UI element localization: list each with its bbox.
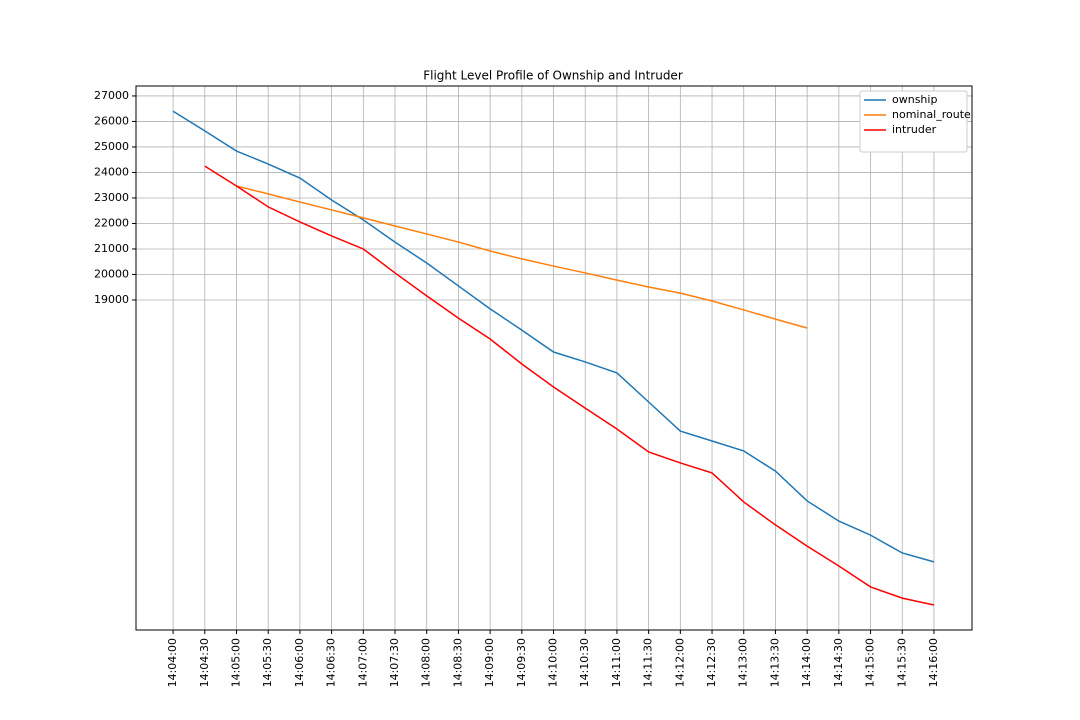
- plot-frame: [135, 85, 973, 631]
- y-tick-label: 27000: [94, 89, 129, 102]
- x-tick-label: 14:10:00: [547, 638, 560, 687]
- y-tick-label: 22000: [94, 216, 129, 229]
- x-tick-label: 14:06:00: [293, 638, 306, 687]
- x-tick-label: 14:04:30: [198, 638, 211, 687]
- x-tick-label: 14:09:00: [483, 638, 496, 687]
- x-tick-label: 14:13:30: [768, 638, 781, 687]
- x-tick-label: 14:12:00: [673, 638, 686, 687]
- y-tick-label: 23000: [94, 191, 129, 204]
- y-tick-label: 19000: [94, 293, 129, 306]
- x-tick-label: 14:05:30: [261, 638, 274, 687]
- x-tick-label: 14:14:30: [832, 638, 845, 687]
- x-tick-label: 14:06:30: [325, 638, 338, 687]
- x-tick-label: 14:14:00: [800, 638, 813, 687]
- y-tick-label: 21000: [94, 242, 129, 255]
- x-tick-label: 14:15:30: [895, 638, 908, 687]
- x-tick-label: 14:07:00: [356, 638, 369, 687]
- x-tick-label: 14:04:00: [166, 638, 179, 687]
- x-tick-label: 14:11:30: [642, 638, 655, 687]
- legend-label: nominal_route: [892, 108, 971, 121]
- x-tick-label: 14:08:00: [420, 638, 433, 687]
- chart-title: Flight Level Profile of Ownship and Intr…: [423, 69, 683, 83]
- y-tick-label: 25000: [94, 140, 129, 153]
- x-tick-label: 14:07:30: [388, 638, 401, 687]
- y-tick-label: 24000: [94, 165, 129, 178]
- y-tick-label: 20000: [94, 267, 129, 280]
- x-tick-label: 14:09:30: [515, 638, 528, 687]
- legend-box: [859, 90, 968, 153]
- series-line: [204, 165, 935, 606]
- x-tick-label: 14:16:00: [927, 638, 940, 687]
- x-tick-label: 14:11:00: [610, 638, 623, 687]
- x-tick-label: 14:05:00: [229, 638, 242, 687]
- x-tick-label: 14:08:30: [451, 638, 464, 687]
- x-tick-label: 14:10:30: [578, 638, 591, 687]
- series-line: [236, 185, 808, 329]
- legend-label: ownship: [892, 93, 937, 106]
- legend-label: intruder: [892, 123, 937, 136]
- y-tick-label: 26000: [94, 114, 129, 127]
- series-line: [172, 110, 935, 563]
- x-tick-label: 14:15:00: [864, 638, 877, 687]
- x-tick-label: 14:13:00: [737, 638, 750, 687]
- x-tick-label: 14:12:30: [705, 638, 718, 687]
